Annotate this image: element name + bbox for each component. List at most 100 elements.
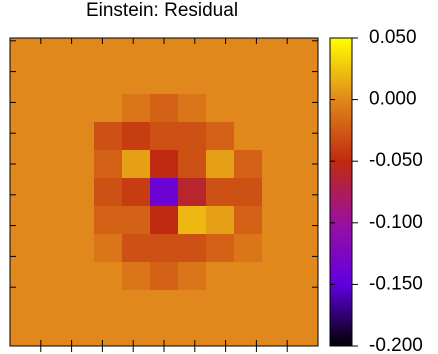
heatmap-cell — [10, 262, 39, 291]
heatmap-cell — [94, 318, 123, 347]
heatmap-cell — [178, 318, 207, 347]
heatmap-cell — [150, 178, 179, 207]
heatmap-cell — [150, 66, 179, 95]
heatmap-cell — [10, 94, 39, 123]
heatmap-cell — [38, 122, 67, 151]
heatmap-cell — [122, 178, 151, 207]
heatmap-cell — [206, 234, 235, 263]
heatmap-cell — [290, 38, 319, 67]
heatmap-cell — [262, 290, 291, 319]
heatmap-cell — [122, 262, 151, 291]
heatmap-cell — [178, 150, 207, 179]
colorbar-tick-label: -0.150 — [369, 273, 423, 294]
heatmap-cell — [262, 122, 291, 151]
heatmap-cell — [178, 66, 207, 95]
heatmap-cell — [66, 94, 95, 123]
heatmap-cell — [66, 318, 95, 347]
heatmap-cell — [234, 94, 263, 123]
heatmap-cell — [262, 150, 291, 179]
heatmap-cell — [38, 66, 67, 95]
heatmap-cell — [234, 318, 263, 347]
heatmap-cell — [290, 122, 319, 151]
heatmap-cell — [122, 38, 151, 67]
heatmap-cell — [38, 150, 67, 179]
heatmap-cell — [94, 66, 123, 95]
heatmap-cell — [178, 234, 207, 263]
heatmap-cell — [66, 178, 95, 207]
heatmap-cell — [66, 66, 95, 95]
heatmap-cell — [262, 94, 291, 123]
heatmap-cell — [122, 150, 151, 179]
heatmap-cell — [206, 178, 235, 207]
heatmap-cell — [10, 122, 39, 151]
heatmap-cell — [94, 262, 123, 291]
heatmap-cell — [206, 66, 235, 95]
heatmap-cell — [94, 38, 123, 67]
heatmap-cell — [234, 150, 263, 179]
heatmap-cell — [206, 318, 235, 347]
heatmap-cell — [66, 150, 95, 179]
heatmap-cell — [66, 206, 95, 235]
heatmap-cell — [234, 262, 263, 291]
heatmap-cell — [10, 38, 39, 67]
heatmap-cell — [178, 94, 207, 123]
heatmap — [10, 38, 319, 347]
heatmap-cell — [38, 290, 67, 319]
heatmap-cell — [290, 66, 319, 95]
heatmap-cell — [290, 290, 319, 319]
heatmap-cell — [94, 206, 123, 235]
heatmap-cell — [206, 206, 235, 235]
heatmap-cell — [10, 318, 39, 347]
heatmap-cell — [66, 122, 95, 151]
heatmap-cell — [150, 150, 179, 179]
colorbar-tick-label: -0.200 — [369, 335, 423, 354]
heatmap-cell — [178, 206, 207, 235]
heatmap-cell — [10, 290, 39, 319]
heatmap-cell — [38, 206, 67, 235]
heatmap-cell — [290, 206, 319, 235]
heatmap-cell — [290, 262, 319, 291]
heatmap-cell — [178, 178, 207, 207]
heatmap-cell — [66, 38, 95, 67]
colorbar-tick-label: -0.050 — [369, 150, 423, 171]
heatmap-cell — [206, 38, 235, 67]
heatmap-cell — [206, 262, 235, 291]
heatmap-cell — [38, 178, 67, 207]
heatmap-cell — [66, 262, 95, 291]
heatmap-cell — [234, 38, 263, 67]
heatmap-cell — [122, 318, 151, 347]
heatmap-cell — [94, 94, 123, 123]
heatmap-cell — [234, 178, 263, 207]
heatmap-cell — [122, 94, 151, 123]
heatmap-cell — [178, 290, 207, 319]
heatmap-cell — [38, 38, 67, 67]
heatmap-cell — [94, 290, 123, 319]
heatmap-cell — [38, 318, 67, 347]
heatmap-cell — [94, 122, 123, 151]
heatmap-cell — [150, 262, 179, 291]
heatmap-cell — [150, 94, 179, 123]
heatmap-cell — [262, 234, 291, 263]
heatmap-cell — [66, 234, 95, 263]
heatmap-cell — [122, 290, 151, 319]
heatmap-cell — [234, 122, 263, 151]
heatmap-cell — [206, 122, 235, 151]
heatmap-cell — [290, 318, 319, 347]
heatmap-cell — [178, 262, 207, 291]
heatmap-cell — [150, 234, 179, 263]
heatmap-cell — [262, 318, 291, 347]
heatmap-cell — [290, 234, 319, 263]
heatmap-cell — [234, 206, 263, 235]
heatmap-cell — [10, 234, 39, 263]
heatmap-cell — [262, 178, 291, 207]
heatmap-cell — [150, 290, 179, 319]
heatmap-cell — [10, 66, 39, 95]
heatmap-cell — [206, 94, 235, 123]
heatmap-cell — [122, 122, 151, 151]
heatmap-cell — [206, 150, 235, 179]
heatmap-cell — [206, 290, 235, 319]
heatmap-cell — [122, 206, 151, 235]
colorbar-tick-label: -0.100 — [369, 212, 423, 233]
